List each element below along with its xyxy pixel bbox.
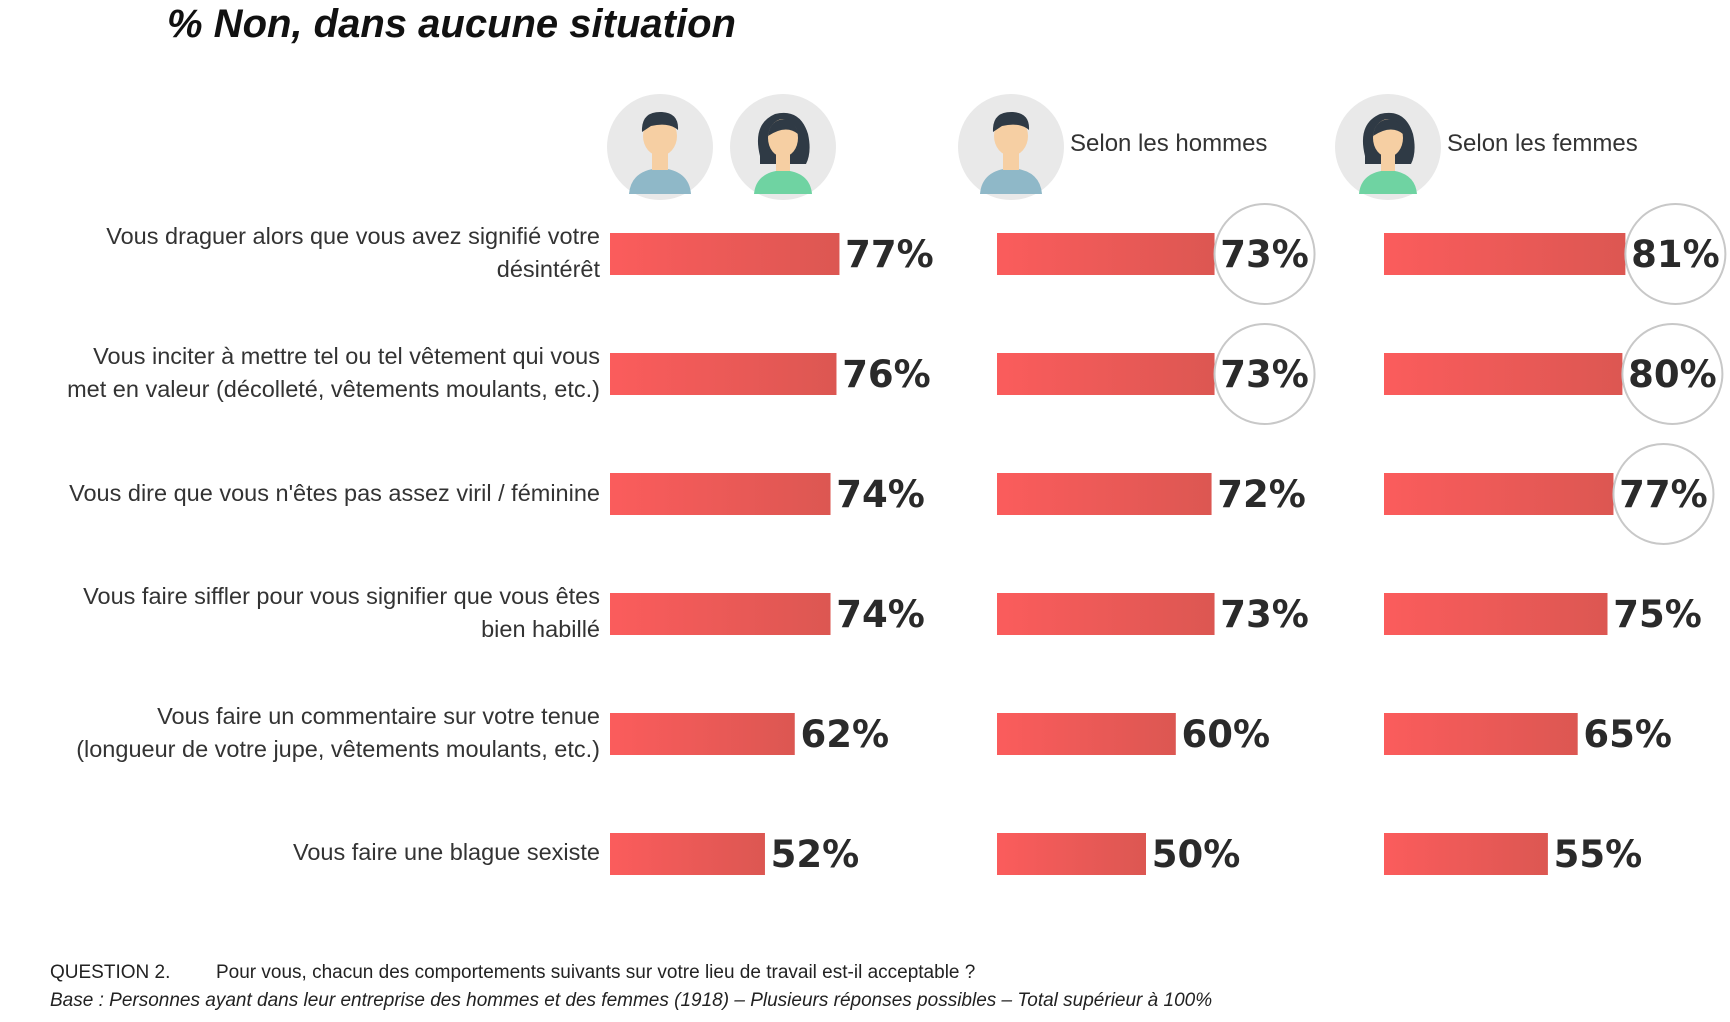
value-label: 73%	[1220, 233, 1309, 276]
bar	[610, 593, 831, 635]
value-label: 76%	[842, 353, 931, 396]
highlight-circle	[1621, 323, 1724, 425]
bar	[1384, 473, 1614, 515]
bar	[610, 233, 840, 275]
value-label: 77%	[1619, 473, 1708, 516]
bar	[610, 713, 795, 755]
chart-title: % Non, dans aucune situation	[167, 2, 736, 46]
bar	[997, 593, 1215, 635]
value-label: 75%	[1613, 593, 1702, 636]
bar	[610, 473, 831, 515]
man-avatar-icon	[958, 94, 1064, 200]
category-label: Vous dire que vous n'êtes pas assez viri…	[69, 480, 600, 506]
value-label: 60%	[1182, 713, 1271, 756]
bar	[997, 233, 1215, 275]
value-label: 80%	[1628, 353, 1717, 396]
category-label: Vous draguer alors que vous avez signifi…	[106, 223, 600, 282]
value-label: 72%	[1217, 473, 1306, 516]
man-avatar-icon	[607, 94, 713, 200]
highlight-circle	[1213, 203, 1316, 305]
base-note: Base : Personnes ayant dans leur entrepr…	[50, 990, 1213, 1011]
highlight-circle	[1213, 323, 1316, 425]
bar	[1384, 713, 1578, 755]
column-header-men: Selon les hommes	[1070, 130, 1268, 157]
category-label: Vous faire siffler pour vous signifier q…	[83, 583, 600, 642]
bar	[1384, 593, 1608, 635]
woman-avatar-icon	[730, 94, 836, 200]
category-label: Vous inciter à mettre tel ou tel vêtemen…	[67, 343, 600, 402]
value-label: 55%	[1554, 833, 1643, 876]
value-label: 73%	[1220, 593, 1309, 636]
category-label: Vous faire un commentaire sur votre tenu…	[76, 703, 600, 762]
value-label: 52%	[771, 833, 860, 876]
bar	[997, 713, 1176, 755]
value-label: 74%	[836, 473, 925, 516]
bar	[997, 473, 1212, 515]
bar	[1384, 833, 1548, 875]
bar	[610, 833, 765, 875]
question-text: Pour vous, chacun des comportements suiv…	[216, 962, 976, 983]
woman-avatar-icon	[1335, 94, 1441, 200]
value-label: 81%	[1631, 233, 1720, 276]
bar	[997, 833, 1146, 875]
bar	[610, 353, 837, 395]
value-label: 50%	[1152, 833, 1241, 876]
question-number: QUESTION 2.	[50, 962, 171, 983]
bar	[1384, 233, 1626, 275]
category-label: Vous faire une blague sexiste	[292, 839, 600, 865]
value-label: 65%	[1583, 713, 1672, 756]
highlight-circle	[1612, 443, 1715, 545]
value-label: 62%	[800, 713, 889, 756]
value-label: 77%	[845, 233, 934, 276]
bar	[997, 353, 1215, 395]
value-label: 73%	[1220, 353, 1309, 396]
highlight-circle	[1624, 203, 1727, 305]
column-header-women: Selon les femmes	[1447, 130, 1638, 157]
value-label: 74%	[836, 593, 925, 636]
bar	[1384, 353, 1623, 395]
question-line: QUESTION 2. Pour vous, chacun des comport…	[50, 962, 975, 984]
